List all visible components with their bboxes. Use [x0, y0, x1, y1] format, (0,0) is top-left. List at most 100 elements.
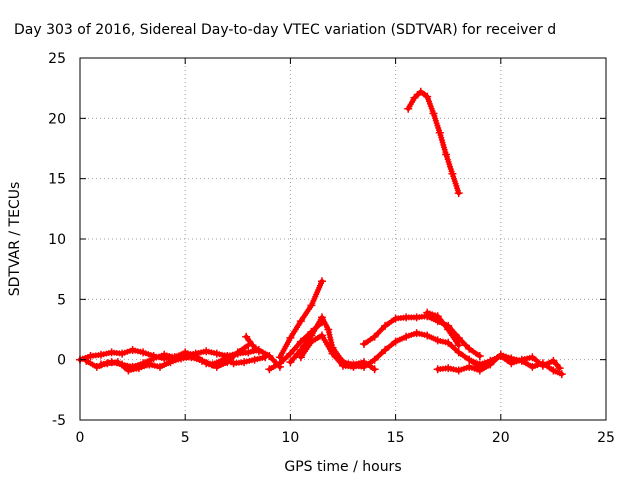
data-point [248, 341, 257, 350]
data-point [296, 317, 305, 326]
data-point [166, 358, 175, 367]
data-point [454, 348, 463, 357]
data-point [442, 150, 451, 159]
data-point [360, 340, 368, 348]
data-point [557, 370, 566, 379]
data-point [475, 360, 484, 369]
data-point [370, 355, 379, 364]
data-point [97, 350, 105, 359]
data-point [240, 358, 249, 367]
data-point [475, 352, 484, 360]
data-point [433, 365, 442, 374]
data-point [118, 360, 127, 369]
data-point [555, 364, 564, 373]
data-point [435, 128, 444, 137]
data-point [339, 361, 347, 370]
data-point [381, 321, 390, 330]
data-point [402, 313, 411, 322]
data-point [233, 348, 242, 357]
data-point [82, 356, 91, 365]
data-point [107, 358, 116, 367]
data-point [454, 366, 463, 375]
grid [80, 58, 606, 420]
data-point [318, 313, 326, 322]
data-point [202, 359, 211, 368]
data-point [286, 358, 295, 367]
data-point [465, 355, 474, 364]
data-point [223, 358, 232, 367]
data-point [139, 359, 148, 368]
data-point [538, 361, 547, 370]
data-point [286, 349, 295, 358]
data-marks [76, 87, 566, 379]
data-point [296, 337, 305, 346]
data-point [286, 333, 295, 342]
x-tick-label: 10 [281, 430, 299, 446]
data-point [517, 355, 526, 364]
data-point [349, 361, 358, 370]
data-point [170, 353, 179, 362]
data-point [404, 104, 413, 113]
axis-ticks: 0 5 10 15 20 25 -5 0 5 10 15 20 25 [48, 51, 615, 446]
data-point [244, 348, 253, 357]
data-point [307, 337, 316, 346]
data-point [97, 360, 105, 369]
data-point [328, 349, 337, 358]
data-point [391, 337, 400, 346]
data-point [318, 277, 326, 286]
data-point [416, 87, 425, 96]
y-tick-label: 5 [57, 292, 66, 308]
x-tick-label: 25 [597, 430, 615, 446]
y-tick-label: 20 [48, 111, 66, 127]
data-point [139, 348, 148, 357]
data-point [444, 338, 453, 347]
y-tick-label: 15 [48, 172, 66, 188]
data-point [149, 354, 158, 363]
data-point [454, 189, 463, 198]
y-tick-label: 0 [57, 353, 66, 369]
data-point [423, 308, 432, 317]
y-axis-title: SDTVAR / TECUs [7, 182, 23, 297]
data-point [324, 325, 333, 334]
data-point [318, 331, 326, 340]
data-point [128, 362, 137, 371]
data-point [86, 352, 95, 360]
y-tick-label: -5 [52, 413, 66, 429]
data-point [181, 348, 190, 357]
data-point [370, 332, 379, 341]
data-point [528, 362, 537, 371]
data-point [465, 362, 474, 371]
data-point [410, 93, 419, 102]
data-point [296, 353, 305, 362]
series-line [405, 89, 461, 196]
data-point [128, 346, 137, 354]
data-point [92, 362, 101, 371]
x-tick-label: 5 [181, 430, 190, 446]
x-tick-label: 15 [387, 430, 405, 446]
data-point [212, 349, 221, 358]
data-point [370, 365, 379, 374]
data-point [433, 336, 442, 345]
data-point [423, 331, 432, 340]
data-point [202, 347, 211, 356]
x-axis-title: GPS time / hours [284, 459, 401, 475]
data-point [229, 359, 238, 368]
y-tick-label: 10 [48, 232, 66, 248]
data-point [391, 314, 400, 323]
data-point [118, 349, 127, 358]
y-tick-label: 25 [48, 51, 66, 67]
data-point [448, 169, 457, 178]
data-point [242, 332, 251, 341]
data-point [444, 364, 453, 373]
data-point [507, 359, 516, 368]
data-point [549, 356, 558, 365]
data-point [156, 362, 164, 371]
data-point [465, 344, 474, 353]
data-point [444, 325, 453, 334]
data-point [486, 356, 495, 365]
data-point [402, 332, 411, 341]
data-point [454, 341, 463, 350]
data-point [381, 346, 390, 354]
data-point [250, 355, 259, 364]
